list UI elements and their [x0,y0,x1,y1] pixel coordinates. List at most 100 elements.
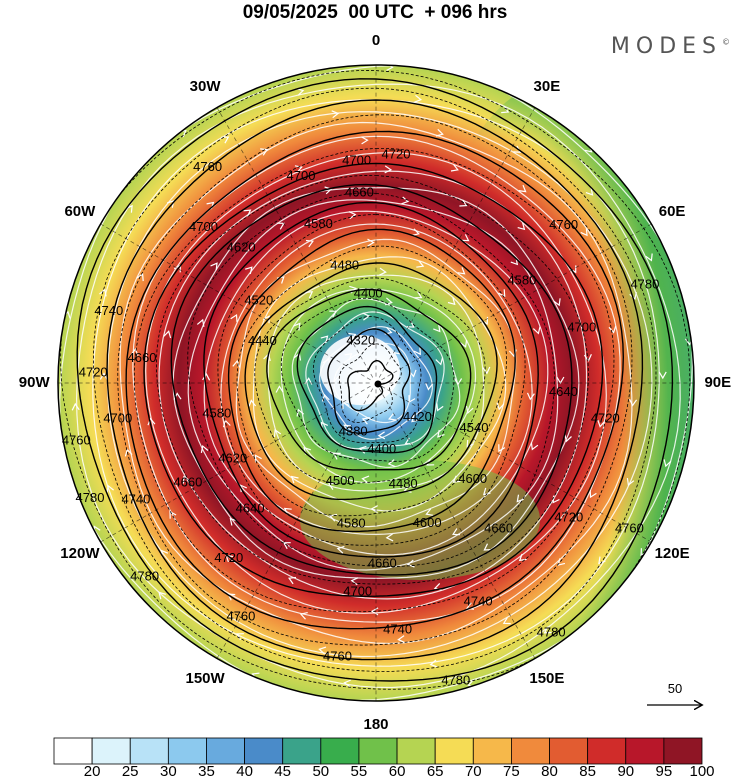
reference-vector: 50 [647,681,701,705]
colorbar-tick-label: 65 [427,763,444,780]
streamline-arrow [202,372,211,381]
streamline-arrow [71,402,80,411]
streamline-arrow [557,558,566,566]
wind-speed-field [58,65,694,701]
streamline-arrow [367,238,375,247]
streamline [172,187,580,579]
streamline-arrow [136,273,144,282]
streamline-arrow [530,442,539,451]
streamline-arrow [629,398,638,407]
streamline-arrow [379,267,387,276]
streamline-arrow [275,385,284,393]
colorbar-tick-label: 55 [351,763,368,780]
streamline-arrow [452,475,461,483]
colorbar-swatch [282,737,322,765]
streamline-arrow [466,439,474,448]
colorbar-tick-label: 45 [274,763,291,780]
streamline-arrow [598,556,606,565]
streamline-arrow [304,377,313,385]
streamline-arrow [343,679,352,688]
streamline-arrow [426,458,435,466]
streamline-arrow [290,475,299,484]
contour-label: 4700 [103,411,132,426]
contour-label: 4520 [244,292,273,307]
contour-label: 4480 [389,476,418,491]
streamline-arrow [330,261,339,269]
contour-label: 4700 [189,219,218,234]
streamline-arrow [401,196,410,205]
colorbar-tick-label: 50 [312,763,329,780]
streamline-arrow [248,399,257,408]
colorbar-tick-label: 85 [579,763,596,780]
streamline-arrow [227,593,236,601]
height-contour [313,316,422,444]
colorbar-swatch [472,737,512,765]
colorbar-tick-label: 30 [160,763,177,780]
streamline-arrow [331,110,340,119]
longitude-label: 120E [655,545,690,562]
meridian-line [100,385,371,543]
streamline-arrow [283,507,292,516]
streamline-arrow [435,128,444,137]
streamline-arrow [344,353,353,361]
streamline-arrow [296,408,305,417]
streamline-arrow [305,239,314,248]
colorbar-swatch [549,737,589,765]
streamline-arrow [437,429,445,438]
contour-label: 4760 [549,217,578,232]
streamline-arrow [459,199,468,207]
streamline-arrow [200,444,209,454]
colorbar-swatch [91,737,131,765]
contour-label: 4540 [460,420,489,435]
streamline-arrow [322,357,330,367]
height-contour [106,99,644,661]
colorbar-tick-label: 90 [617,763,634,780]
colorbar-tick-label: 80 [541,763,558,780]
contour-label: 4420 [403,409,432,424]
streamline-arrow [232,359,241,368]
contour-label: 4700 [567,319,596,334]
contour-label: 4760 [323,648,352,663]
contour-label: 4700 [343,584,372,599]
longitude-label: 60W [64,203,96,220]
contour-label: 4740 [94,303,123,318]
copyright-mark: © [722,37,730,47]
longitude-label: 90W [19,374,51,391]
meridian-line [381,385,652,543]
streamline-arrow [147,417,156,426]
streamline [220,223,533,536]
contour-label: 4780 [76,490,105,505]
streamline [187,199,559,571]
streamline-arrow [403,485,412,493]
contour-label: 4780 [130,569,159,584]
meridian-line [378,107,536,378]
contour-label: 4580 [507,272,536,287]
colorbar-swatch [587,737,627,765]
streamline-arrow [498,289,506,298]
streamline-arrow [387,413,397,421]
streamline-arrow [585,187,594,196]
streamline-arrow [332,452,341,460]
streamline-arrow [166,200,175,208]
colorbar-swatch [320,737,360,765]
contour-label: 4320 [346,333,375,348]
streamline-arrow [163,330,172,339]
colorbar-swatch [358,737,398,765]
contour-label: 4600 [413,515,442,530]
streamline-arrow [384,297,393,306]
contour-label: 4620 [227,240,256,255]
streamline-arrow [327,482,336,490]
streamline-arrow [320,335,329,344]
streamline-arrow [262,315,270,324]
streamline-arrow [385,533,394,542]
streamline-arrow [645,253,653,262]
colorbar-tick-label: 25 [122,763,139,780]
streamline [203,210,549,556]
contour-labels: 4720 4700 4660 4760 4700 4620 4580 4480 4400 4520… [62,146,660,687]
streamline-arrow [99,372,108,380]
colorbar-swatch [129,737,169,765]
streamline-arrow [413,347,421,356]
streamline-arrow [459,339,468,348]
streamline-arrow [288,576,297,585]
colorbar-swatch [396,737,436,765]
